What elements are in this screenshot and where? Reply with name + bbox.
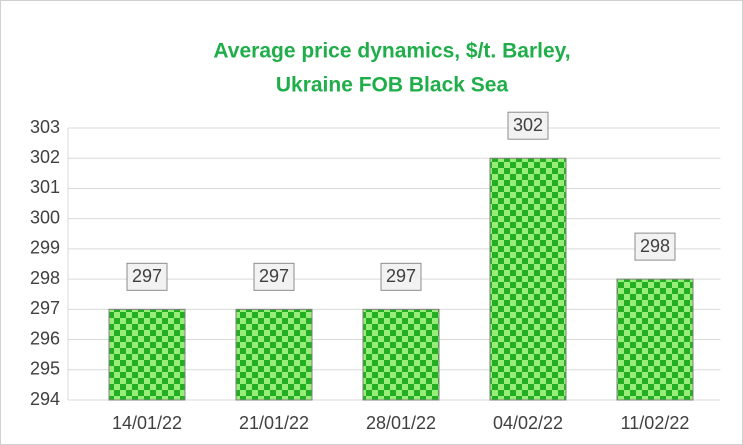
y-tick-label: 296 [30,328,60,348]
data-label-box [507,111,549,140]
y-tick-label: 302 [30,147,60,167]
y-tick-label: 303 [30,117,60,137]
bar [362,308,440,401]
data-label: 297 [386,266,416,286]
y-tick-label: 298 [30,268,60,288]
data-label: 297 [259,266,289,286]
y-tick-label: 300 [30,207,60,227]
bar [489,157,567,401]
x-tick-label: 28/01/22 [366,413,436,433]
data-label-box [253,262,295,291]
y-tick-label: 297 [30,298,60,318]
y-tick-label: 301 [30,177,60,197]
y-tick-label: 299 [30,238,60,258]
y-tick-label: 295 [30,359,60,379]
chart-title: Ukraine FOB Black Sea [276,74,509,97]
bar [235,308,313,401]
data-label: 302 [513,115,543,135]
data-label: 297 [132,266,162,286]
data-label-box [380,262,422,291]
data-label-box [634,232,676,261]
bar [616,278,694,401]
y-tick-label: 294 [30,389,60,409]
x-tick-label: 14/01/22 [112,413,182,433]
bar [108,308,186,401]
data-label: 298 [640,236,670,256]
x-tick-label: 21/01/22 [239,413,309,433]
x-tick-label: 11/02/22 [621,413,690,433]
x-tick-label: 04/02/22 [493,413,563,433]
chart-title: Average price dynamics, $/t. Barley, [213,40,570,63]
data-label-box [126,262,168,291]
